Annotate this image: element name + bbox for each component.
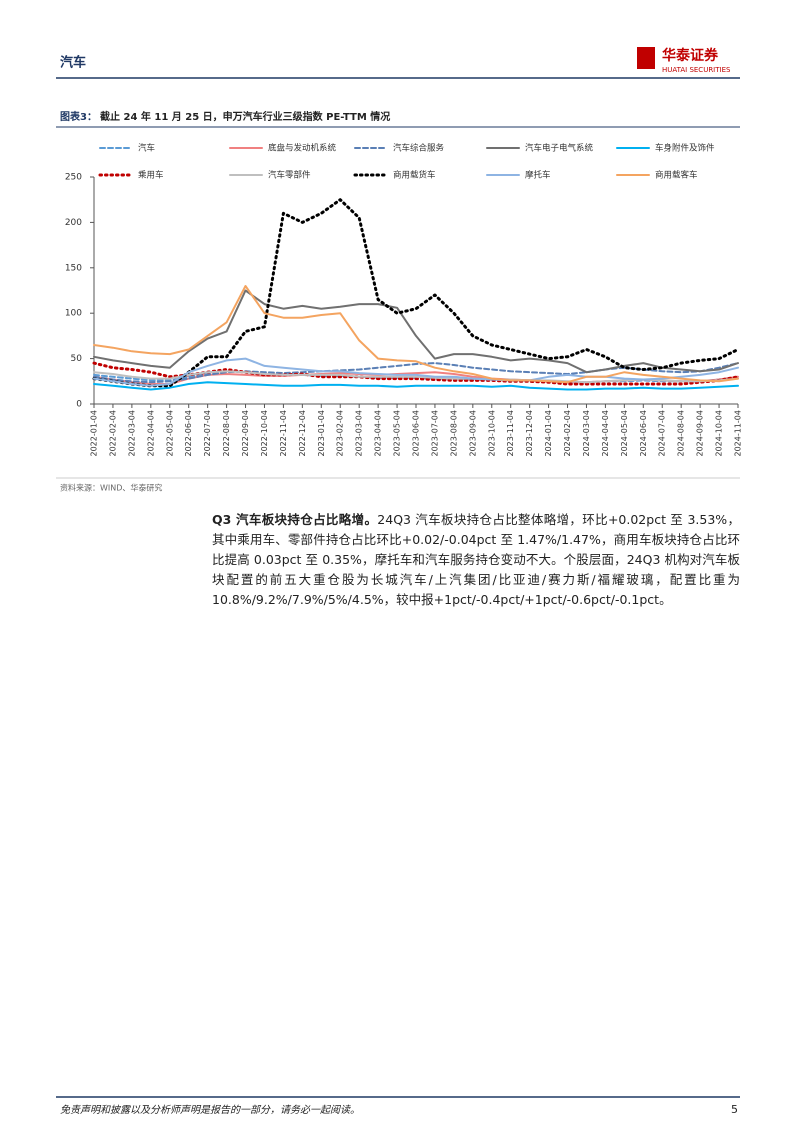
- x-tick-label: 2024-09-04: [696, 410, 705, 457]
- logo-cn: 华泰证券: [662, 47, 719, 64]
- section-title: 汽车: [60, 55, 86, 71]
- y-tick-label: 250: [65, 173, 82, 183]
- legend-label: 商用载客车: [655, 170, 698, 181]
- body-paragraph: Q3 汽车板块持仓占比略增。24Q3 汽车板块持仓占比整体略增，环比+0.02p…: [212, 510, 740, 610]
- x-tick-label: 2022-03-04: [127, 410, 136, 457]
- series-line: [93, 381, 739, 391]
- footer-disclaimer: 免责声明和披露以及分析师声明是报告的一部分，请务必一起阅读。: [60, 1104, 360, 1116]
- x-tick-label: 2023-01-04: [317, 410, 326, 457]
- chart: 0 50 100 150 200 250 2022-01-04 2022-02-04 2022-…: [65, 143, 743, 457]
- x-tick-label: 2024-11-04: [734, 410, 743, 457]
- legend-label: 乘用车: [138, 170, 164, 181]
- legend-label: 汽车零部件: [268, 170, 311, 181]
- legend-label: 底盘与发动机系统: [268, 143, 337, 154]
- x-tick-label: 2022-06-04: [184, 410, 193, 457]
- page-number: 5: [731, 1103, 738, 1116]
- x-tick-label: 2024-10-04: [715, 410, 724, 457]
- body-lead: Q3 汽车板块持仓占比略增。: [212, 512, 378, 527]
- x-tick-label: 2023-02-04: [336, 410, 345, 457]
- x-tick-label: 2022-02-04: [108, 410, 117, 457]
- x-tick-label: 2023-09-04: [468, 410, 477, 457]
- legend-label: 摩托车: [525, 170, 551, 181]
- x-tick-label: 2022-01-04: [90, 410, 99, 457]
- body-text: 24Q3 汽车板块持仓占比整体略增，环比+0.02pct 至 3.53%，其中乘…: [212, 512, 740, 607]
- x-tick-label: 2023-04-04: [374, 410, 383, 457]
- x-tick-label: 2023-06-04: [412, 410, 421, 457]
- legend-label: 商用载货车: [393, 170, 436, 181]
- x-tick-label: 2024-07-04: [658, 410, 667, 457]
- x-tick-label: 2022-11-04: [279, 410, 288, 457]
- x-tick-label: 2022-12-04: [298, 410, 307, 457]
- x-tick-label: 2022-08-04: [222, 410, 231, 457]
- logo-icon: [637, 47, 655, 69]
- x-tick-label: 2024-02-04: [563, 410, 572, 457]
- series-line: [93, 285, 739, 384]
- logo-en: HUATAI SECURITIES: [662, 66, 731, 74]
- series-line: [93, 370, 739, 384]
- x-tick-label: 2023-11-04: [506, 410, 515, 457]
- x-tick-label: 2022-05-04: [165, 410, 174, 457]
- legend-label: 车身附件及饰件: [655, 143, 715, 154]
- legend-label: 汽车电子电气系统: [525, 143, 594, 154]
- x-tick-label: 2023-03-04: [355, 410, 364, 457]
- y-tick-label: 150: [65, 263, 82, 273]
- series-line: [93, 289, 739, 374]
- series-line: [92, 198, 740, 388]
- x-tick-label: 2022-04-04: [146, 410, 155, 457]
- y-tick-label: 0: [76, 400, 82, 410]
- figure-title: 截止 24 年 11 月 25 日，申万汽车行业三级指数 PE-TTM 情况: [100, 110, 390, 123]
- y-tick-label: 200: [65, 218, 82, 228]
- legend-label: 汽车综合服务: [393, 143, 445, 154]
- x-tick-label: 2022-09-04: [241, 410, 250, 457]
- series-line: [93, 357, 739, 387]
- figure-label: 图表3：: [60, 110, 97, 123]
- y-tick-label: 100: [65, 309, 82, 319]
- x-tick-label: 2024-03-04: [582, 410, 591, 457]
- x-tick-label: 2024-04-04: [601, 410, 610, 457]
- figure-source: 资料来源：WIND、华泰研究: [60, 483, 162, 493]
- x-tick-label: 2022-07-04: [203, 410, 212, 457]
- legend-label: 汽车: [138, 143, 155, 154]
- x-tick-label: 2023-05-04: [393, 410, 402, 457]
- x-tick-label: 2024-05-04: [620, 410, 629, 457]
- x-tick-label: 2023-10-04: [487, 410, 496, 457]
- x-tick-label: 2024-08-04: [677, 410, 686, 457]
- x-tick-label: 2023-07-04: [430, 410, 439, 457]
- x-tick-label: 2023-08-04: [449, 410, 458, 457]
- x-tick-label: 2022-10-04: [260, 410, 269, 457]
- x-tick-label: 2023-12-04: [525, 410, 534, 457]
- x-tick-label: 2024-06-04: [639, 410, 648, 457]
- series-line: [93, 362, 739, 384]
- x-tick-label: 2024-01-04: [544, 410, 553, 457]
- y-tick-label: 50: [71, 354, 83, 364]
